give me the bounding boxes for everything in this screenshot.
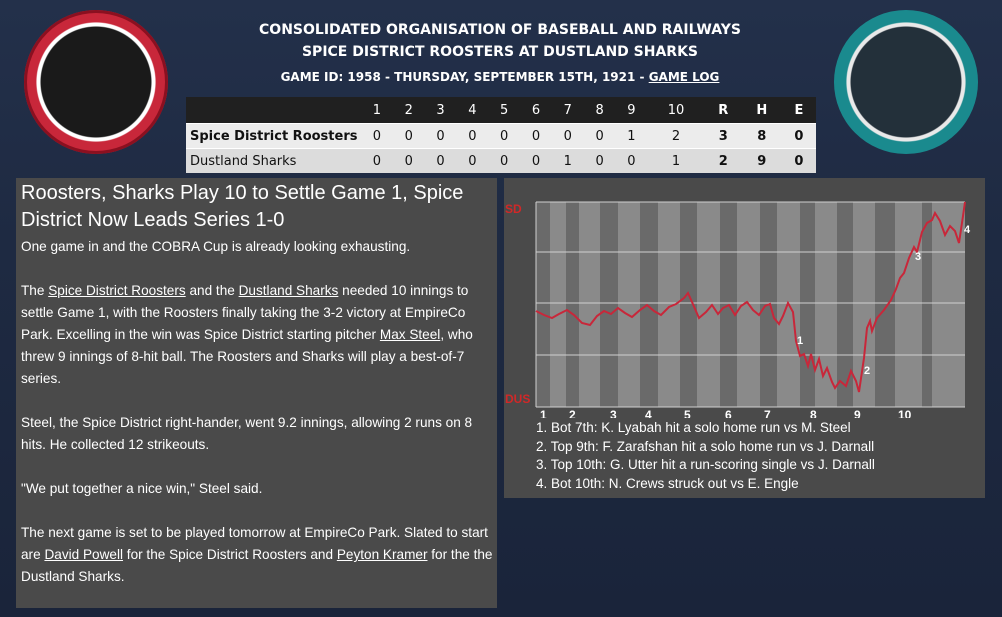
event-note: 1. Bot 7th: K. Lyabah hit a solo home ru… bbox=[536, 420, 851, 435]
half-inning-stripe bbox=[895, 202, 922, 407]
inning-tick-label: 1 bbox=[540, 408, 547, 418]
inning-score: 0 bbox=[488, 148, 521, 173]
event-note: 3. Top 10th: G. Utter hit a run-scoring … bbox=[536, 457, 875, 472]
inning-score: 1 bbox=[551, 148, 584, 173]
table-row: Spice District Roosters 0 0 0 0 0 0 0 0 … bbox=[186, 123, 816, 149]
event-note: 2. Top 9th: F. Zarafshan hit a solo home… bbox=[536, 438, 875, 454]
win-probability-line bbox=[535, 201, 966, 393]
event-marker: 4 bbox=[964, 224, 971, 236]
half-inning-stripe bbox=[697, 202, 720, 407]
inning-header: 7 bbox=[551, 97, 584, 124]
article-paragraph: Steel, the Spice District right-hander, … bbox=[21, 415, 473, 452]
article-body: One game in and the COBRA Cup is already… bbox=[21, 236, 493, 610]
article-paragraph: The Spice District Roosters and the Dust… bbox=[21, 283, 473, 386]
event-marker: 2 bbox=[864, 365, 870, 377]
half-inning-stripe bbox=[658, 202, 680, 407]
article-paragraph: "We put together a nice win," Steel said… bbox=[21, 481, 263, 496]
event-marker: 3 bbox=[915, 251, 921, 263]
inning-score: 0 bbox=[392, 123, 425, 149]
event-marker: 1 bbox=[797, 335, 803, 347]
inning-score: 0 bbox=[583, 123, 616, 149]
inning-score: 0 bbox=[361, 148, 393, 173]
game-id-text: GAME ID: 1958 - THURSDAY, SEPTEMBER 15TH… bbox=[280, 70, 649, 84]
team-name-sharks[interactable]: Dustland Sharks bbox=[186, 148, 361, 173]
inning-score: 0 bbox=[456, 123, 489, 149]
box-score: 1 2 3 4 5 6 7 8 9 10 R H E Spice Distric… bbox=[186, 97, 816, 173]
inning-header: 2 bbox=[392, 97, 425, 124]
event-note: 4. Bot 10th: N. Crews struck out vs E. E… bbox=[536, 475, 799, 491]
win-probability-plot: 1 2 3 4 5 6 7 8 9 10 1 2 3 4 SD DUS bbox=[505, 201, 971, 422]
inning-tick-label: 4 bbox=[645, 408, 652, 418]
runs-total: 2 bbox=[704, 148, 742, 173]
inning-header: 10 bbox=[647, 97, 705, 124]
half-inning-stripe bbox=[550, 202, 566, 407]
inning-score: 0 bbox=[424, 123, 457, 149]
event-notes: 1. Bot 7th: K. Lyabah hit a solo home ru… bbox=[536, 419, 875, 493]
inning-header: 8 bbox=[583, 97, 616, 124]
inning-tick-label: 3 bbox=[610, 408, 617, 418]
inning-tick-label: 7 bbox=[764, 408, 771, 418]
runs-header: R bbox=[704, 97, 742, 124]
half-inning-stripe bbox=[853, 202, 875, 407]
shark-logo bbox=[834, 10, 978, 154]
inning-tick-label: 8 bbox=[810, 408, 817, 418]
player-link-david-powell[interactable]: David Powell bbox=[44, 547, 124, 562]
inning-score: 0 bbox=[520, 123, 552, 149]
half-inning-stripe bbox=[618, 202, 640, 407]
inning-score: 0 bbox=[488, 123, 521, 149]
team-name-roosters[interactable]: Spice District Roosters bbox=[186, 123, 361, 149]
win-probability-chart: 1 2 3 4 5 6 7 8 9 10 1 2 3 4 SD DUS 1. Bot 7th: K. Lyab… bbox=[504, 178, 985, 498]
inning-header: 5 bbox=[488, 97, 521, 124]
inning-score: 0 bbox=[615, 148, 648, 173]
box-score-header: 1 2 3 4 5 6 7 8 9 10 R H E bbox=[186, 97, 816, 124]
inning-header: 1 bbox=[361, 97, 393, 124]
inning-header: 4 bbox=[456, 97, 489, 124]
inning-score: 1 bbox=[647, 148, 705, 173]
inning-score: 0 bbox=[424, 148, 457, 173]
inning-tick-label: 6 bbox=[725, 408, 732, 418]
inning-header: 6 bbox=[520, 97, 552, 124]
inning-tick-label: 2 bbox=[569, 408, 576, 418]
inning-score: 1 bbox=[615, 123, 648, 149]
inning-tick-label: 10 bbox=[898, 408, 912, 418]
top-team-label: SD bbox=[505, 202, 522, 216]
matchup-title: SPICE DISTRICT ROOSTERS AT DUSTLAND SHAR… bbox=[301, 44, 699, 60]
game-recap-article: Roosters, Sharks Play 10 to Settle Game … bbox=[16, 178, 497, 608]
game-info: GAME ID: 1958 - THURSDAY, SEPTEMBER 15TH… bbox=[186, 70, 814, 84]
rooster-logo bbox=[24, 10, 168, 154]
league-title: CONSOLIDATED ORGANISATION OF BASEBALL AN… bbox=[259, 22, 741, 38]
inning-tick-label: 5 bbox=[684, 408, 691, 418]
half-inning-stripe bbox=[815, 202, 837, 407]
team-link-sharks[interactable]: Dustland Sharks bbox=[238, 283, 339, 298]
hits-header: H bbox=[741, 97, 782, 124]
inning-score: 0 bbox=[392, 148, 425, 173]
inning-score: 0 bbox=[583, 148, 616, 173]
inning-tick-label: 9 bbox=[854, 408, 861, 418]
runs-total: 3 bbox=[704, 123, 742, 149]
player-link-max-steel[interactable]: Max Steel bbox=[379, 327, 441, 342]
hits-total: 8 bbox=[741, 123, 782, 149]
article-headline: Roosters, Sharks Play 10 to Settle Game … bbox=[21, 182, 464, 231]
bottom-team-label: DUS bbox=[505, 392, 530, 406]
errors-total: 0 bbox=[781, 123, 816, 149]
inning-score: 0 bbox=[551, 123, 584, 149]
table-row: Dustland Sharks 0 0 0 0 0 0 1 0 0 1 2 9 … bbox=[186, 148, 816, 173]
inning-score: 0 bbox=[361, 123, 393, 149]
inning-score: 0 bbox=[456, 148, 489, 173]
half-inning-stripe bbox=[579, 202, 600, 407]
inning-header: 3 bbox=[424, 97, 457, 124]
inning-header: 9 bbox=[615, 97, 648, 124]
errors-header: E bbox=[781, 97, 816, 124]
inning-score: 0 bbox=[520, 148, 552, 173]
errors-total: 0 bbox=[781, 148, 816, 173]
inning-score: 2 bbox=[647, 123, 705, 149]
article-paragraph: One game in and the COBRA Cup is already… bbox=[21, 239, 411, 254]
team-column-header bbox=[186, 97, 361, 124]
article-paragraph: The next game is set to be played tomorr… bbox=[21, 525, 493, 584]
hits-total: 9 bbox=[741, 148, 782, 173]
player-link-peyton-kramer[interactable]: Peyton Kramer bbox=[336, 547, 428, 562]
game-log-link[interactable]: GAME LOG bbox=[648, 70, 720, 84]
team-link-roosters[interactable]: Spice District Roosters bbox=[48, 283, 186, 298]
